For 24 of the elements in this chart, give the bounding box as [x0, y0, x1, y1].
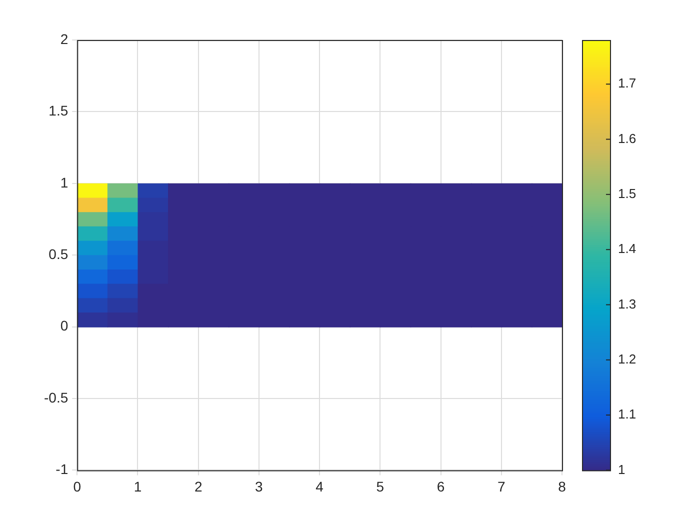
- x-tick-label: 2: [194, 478, 202, 494]
- x-tick-label: 4: [316, 478, 324, 494]
- color-bar-label: 1.1: [618, 406, 636, 422]
- color-bar-label: 1.4: [618, 241, 636, 256]
- x-tick-label: 0: [73, 478, 82, 494]
- x-tick-label: 6: [436, 478, 445, 494]
- x-tick-label: 8: [558, 478, 566, 494]
- color-bar-label: 1.7: [618, 76, 636, 91]
- y-tick-label: 0: [60, 318, 68, 334]
- color-bar-label: 1.5: [618, 186, 636, 202]
- x-tick-label: 7: [497, 478, 506, 494]
- x-tick-label: 5: [376, 478, 384, 494]
- color-bar-label: 1.3: [618, 296, 636, 312]
- x-tick-label: 1: [134, 478, 142, 494]
- color-bar-label: 1: [618, 462, 626, 477]
- color-bar-label: 1.6: [618, 130, 636, 146]
- y-tick-label: 0.5: [48, 246, 68, 262]
- x-tick-label: 3: [255, 478, 264, 494]
- color-bar-label: 1.2: [618, 351, 636, 366]
- y-tick-label: 1: [60, 174, 68, 190]
- y-tick-label: 2: [60, 30, 68, 47]
- y-tick-label: 1.5: [48, 102, 68, 119]
- y-tick-label: -1: [56, 461, 68, 478]
- y-tick-label: -0.5: [44, 389, 68, 406]
